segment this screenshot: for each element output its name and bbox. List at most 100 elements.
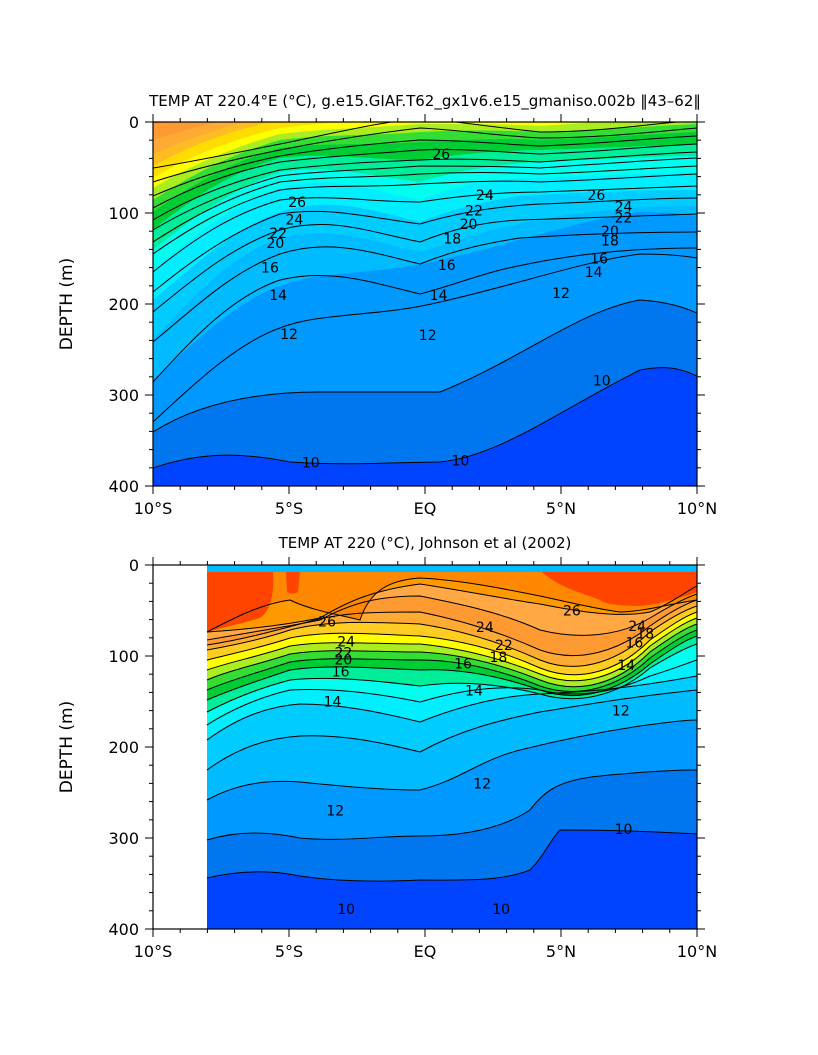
isotherm-lines [206, 577, 697, 882]
contour-label-20: 20 [460, 217, 478, 233]
panel-title: TEMP AT 220.4°E (°C), g.e15.GIAF.T62_gx1… [148, 92, 701, 111]
x-tick-label: 5°N [546, 942, 576, 961]
x-tick-label: 10°N [677, 499, 717, 518]
y-tick-label: 0 [129, 113, 139, 132]
contour-label-16: 16 [454, 656, 472, 672]
contour-label-10: 10 [615, 822, 633, 838]
contour-label-24: 24 [615, 200, 633, 216]
contour-label-10: 10 [302, 455, 320, 471]
isotherm-27 [206, 577, 697, 633]
y-tick-label: 200 [108, 295, 139, 314]
y-tick-label: 100 [108, 204, 139, 223]
isotherm-21 [206, 611, 697, 676]
isotherm-15 [153, 213, 697, 313]
isotherm-25 [153, 122, 681, 169]
contour-label-24: 24 [476, 188, 494, 204]
contour-label-26: 26 [318, 614, 336, 630]
contour-label-10: 10 [451, 454, 469, 470]
chart-panel-observations: TEMP AT 220 (°C), Johnson et al (2002) D… [57, 534, 717, 961]
isotherm-11 [206, 769, 697, 841]
warm-pool-west [207, 572, 274, 632]
isotherm-11 [153, 299, 697, 433]
contour-label-18: 18 [636, 626, 654, 642]
chart-panel-model: TEMP AT 220.4°E (°C), g.e15.GIAF.T62_gx1… [57, 92, 717, 518]
contour-label-20: 20 [601, 224, 619, 240]
y-tick-label: 400 [108, 477, 139, 496]
contour-label-22: 22 [495, 638, 513, 654]
isotherm-13 [206, 689, 697, 771]
isotherm-lines [153, 122, 697, 469]
isotherm-19 [206, 623, 697, 688]
axis-ticks: 10°S 5°S EQ 5°N 10°N 0 100 200 300 400 [108, 556, 717, 961]
x-tick-label: EQ [414, 942, 437, 961]
contour-label-10: 10 [593, 373, 611, 389]
y-tick-label: 400 [108, 920, 139, 939]
contour-label-24: 24 [286, 212, 304, 228]
x-tick-label: 10°S [134, 942, 173, 961]
isotherm-10 [206, 829, 697, 882]
y-tick-label: 0 [129, 556, 139, 575]
contour-label-14: 14 [269, 288, 287, 304]
contour-label-12: 12 [280, 327, 298, 343]
contour-label-10: 10 [337, 902, 355, 918]
contour-label-16: 16 [332, 664, 350, 680]
isotherm-14 [153, 231, 697, 343]
warm-pool-east [542, 572, 697, 606]
contour-label-12: 12 [612, 704, 630, 720]
y-axis-label: DEPTH (m) [57, 258, 77, 350]
contour-label-14: 14 [465, 684, 483, 700]
y-tick-label: 100 [108, 647, 139, 666]
isotherm-23 [206, 599, 697, 657]
contour-label-10: 10 [492, 902, 510, 918]
temperature-field [206, 565, 697, 929]
x-tick-label: 10°S [134, 499, 173, 518]
contour-label-18: 18 [490, 650, 508, 666]
isotherm-19 [153, 165, 697, 243]
contour-label-20: 20 [334, 653, 352, 669]
contour-label-24: 24 [337, 634, 355, 650]
contour-label-12: 12 [552, 286, 570, 302]
contour-label-16: 16 [438, 258, 456, 274]
contour-label-26: 26 [563, 604, 581, 620]
x-tick-label: 5°S [275, 942, 303, 961]
isotherm-20 [206, 617, 697, 682]
isotherm-12 [153, 253, 697, 423]
x-tick-label: 5°S [275, 499, 303, 518]
temperature-field [153, 122, 697, 486]
isotherm-24 [153, 127, 697, 183]
contour-label-16: 16 [261, 261, 279, 277]
band-17 [153, 122, 697, 230]
band-18 [153, 122, 697, 212]
isotherm-17 [206, 635, 697, 701]
contour-label-20: 20 [266, 236, 284, 252]
y-tick-label: 300 [108, 829, 139, 848]
contour-label-16: 16 [626, 635, 644, 651]
contour-label-22: 22 [465, 203, 483, 219]
panel-title: TEMP AT 220 (°C), Johnson et al (2002) [278, 534, 572, 552]
isotherm-12 [206, 719, 697, 801]
contour-label-16: 16 [590, 252, 608, 268]
contour-label-22: 22 [334, 645, 352, 661]
contour-label-26: 26 [587, 188, 605, 204]
contour-label-12: 12 [473, 776, 491, 792]
isotherm-10 [153, 367, 697, 469]
isotherm-20 [153, 157, 697, 231]
contour-label-12: 12 [326, 804, 344, 820]
y-tick-label: 300 [108, 386, 139, 405]
isotherm-14 [206, 675, 697, 741]
contour-label-18: 18 [601, 233, 619, 249]
contour-label-14: 14 [617, 658, 635, 674]
isotherm-15 [206, 659, 697, 726]
isotherm-22 [153, 143, 697, 209]
contour-label-14: 14 [430, 288, 448, 304]
x-tick-label: 5°N [546, 499, 576, 518]
contour-label-26: 26 [288, 195, 306, 211]
isotherm-16 [153, 197, 697, 293]
contour-label-22: 22 [269, 226, 287, 242]
contour-label-24: 24 [628, 619, 646, 635]
isotherm-13 [153, 247, 697, 383]
contour-label-14: 14 [324, 695, 342, 711]
